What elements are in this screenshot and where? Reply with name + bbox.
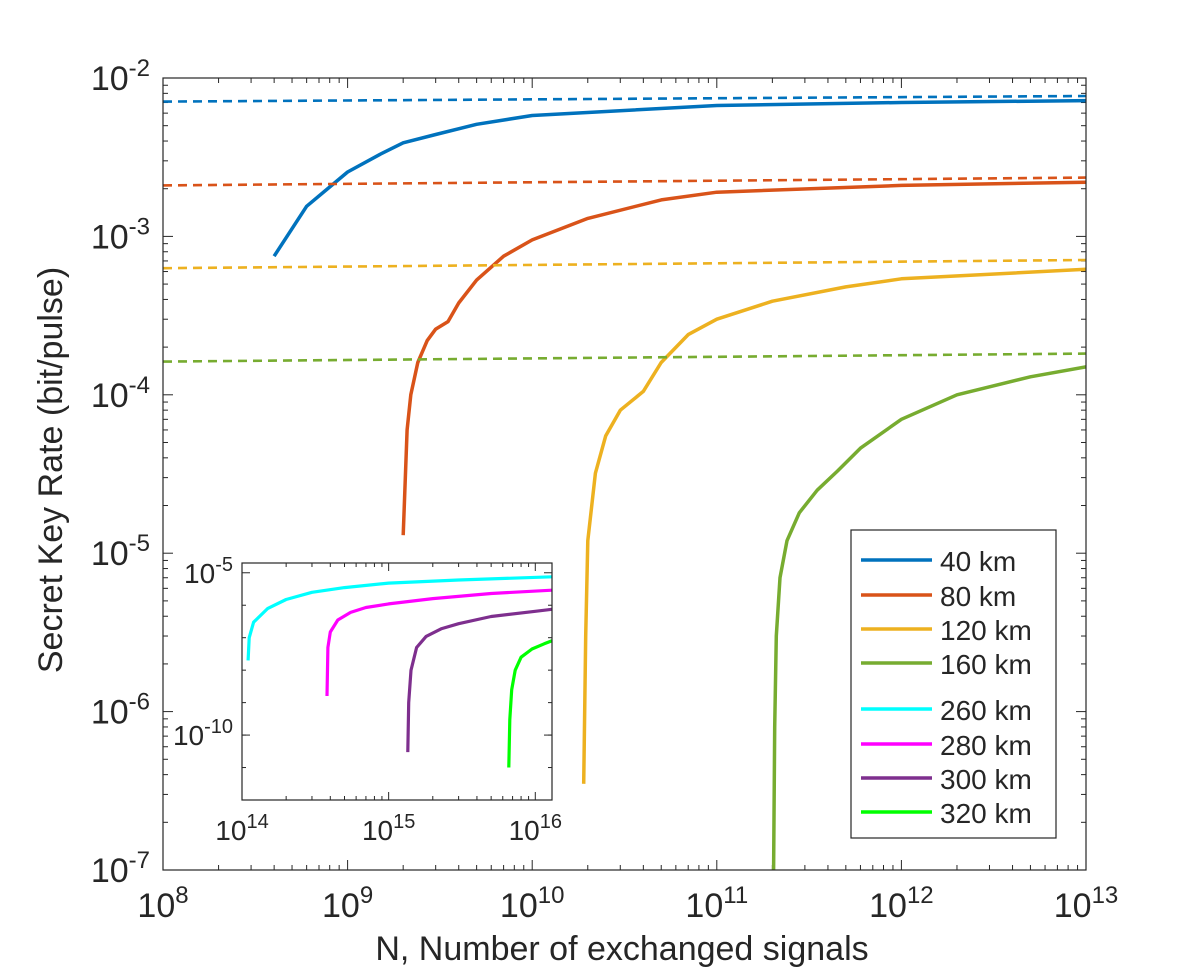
y-tick-label: 10-3: [91, 213, 150, 256]
series-160-km: [771, 365, 1086, 870]
series-160-km-asymptotic: [163, 352, 1086, 363]
legend-label: 160 km: [940, 649, 1032, 680]
x-axis-label: N, Number of exchanged signals: [375, 930, 868, 968]
inset-plot-area: 1014 1015 1016 10-5 10-10: [173, 554, 562, 846]
y-tick-label: 10-7: [91, 847, 150, 890]
inset-x-tick-label: 1014: [215, 811, 268, 846]
main-axes-box: [162, 77, 1087, 871]
legend-label: 40 km: [940, 546, 1016, 577]
inset-series-280-km: [325, 588, 552, 697]
x-tick-label: 109: [322, 882, 373, 925]
legend-label: 120 km: [940, 615, 1032, 646]
main-series-group: [163, 94, 1086, 870]
legend-label: 280 km: [940, 730, 1032, 761]
main-axis-labels: N, Number of exchanged signals Secret Ke…: [32, 267, 869, 968]
y-tick-label: 10-4: [91, 372, 150, 415]
legend-label: 80 km: [940, 581, 1016, 612]
inset-series-320-km: [507, 639, 552, 768]
legend-label: 300 km: [940, 764, 1032, 795]
series-80-km: [401, 180, 1086, 536]
series-40-km: [272, 98, 1086, 258]
legend-label: 320 km: [940, 798, 1032, 829]
inset-axes-box: [241, 562, 553, 801]
x-tick-label: 1010: [500, 882, 565, 925]
legend-label: 260 km: [940, 695, 1032, 726]
x-tick-label: 1013: [1054, 882, 1119, 925]
inset-series-300-km: [406, 607, 552, 753]
inset-series-260-km: [246, 575, 552, 661]
inset-y-tick-label: 10-10: [173, 716, 233, 751]
series-40-km-asymptotic: [163, 94, 1086, 103]
series-120-km: [581, 267, 1086, 784]
main-plot-area: 108 109 1010 1011 1012 1013 10-7 10-6 10-5 10-4 10…: [91, 55, 1118, 925]
y-tick-label: 10-5: [91, 530, 150, 573]
inset-x-tick-label: 1016: [509, 811, 562, 846]
inset-x-tick-label: 1015: [362, 811, 415, 846]
series-120-km-asymptotic: [163, 258, 1086, 270]
x-tick-label: 108: [137, 882, 188, 925]
y-tick-label: 10-2: [91, 55, 150, 98]
series-80-km-asymptotic: [163, 176, 1086, 187]
legend-box: [850, 529, 1057, 839]
x-tick-label: 1011: [685, 882, 748, 925]
x-tick-label: 1012: [869, 882, 934, 925]
y-tick-label: 10-6: [91, 689, 150, 732]
inset-y-tick-label: 10-5: [184, 554, 233, 589]
inset-series-group: [246, 575, 552, 768]
y-axis-label: Secret Key Rate (bit/pulse): [32, 267, 70, 673]
